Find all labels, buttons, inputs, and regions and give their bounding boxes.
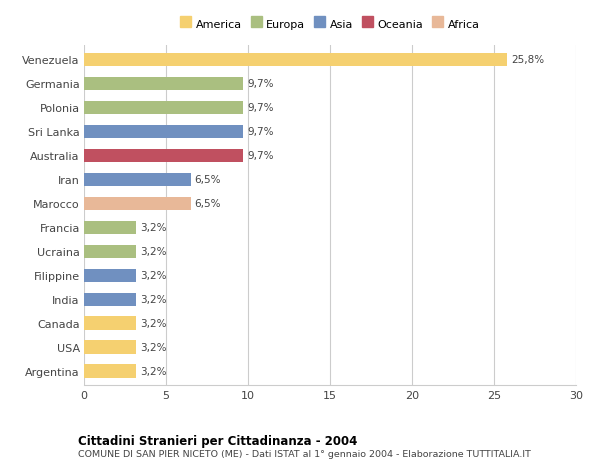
Text: 9,7%: 9,7% <box>247 103 274 113</box>
Text: 3,2%: 3,2% <box>140 342 167 352</box>
Bar <box>84 125 243 139</box>
Text: Cittadini Stranieri per Cittadinanza - 2004: Cittadini Stranieri per Cittadinanza - 2… <box>78 434 358 447</box>
Bar <box>84 245 136 258</box>
Text: 9,7%: 9,7% <box>247 151 274 161</box>
Text: 3,2%: 3,2% <box>140 295 167 304</box>
Text: 9,7%: 9,7% <box>247 79 274 89</box>
Bar <box>84 293 136 306</box>
Bar <box>84 341 136 354</box>
Text: 3,2%: 3,2% <box>140 223 167 233</box>
Bar <box>84 78 243 91</box>
Bar <box>84 221 136 234</box>
Legend: America, Europa, Asia, Oceania, Africa: America, Europa, Asia, Oceania, Africa <box>178 17 482 32</box>
Bar <box>84 364 136 378</box>
Text: 9,7%: 9,7% <box>247 127 274 137</box>
Text: 3,2%: 3,2% <box>140 366 167 376</box>
Bar <box>84 101 243 115</box>
Text: 3,2%: 3,2% <box>140 270 167 280</box>
Text: 25,8%: 25,8% <box>511 55 544 65</box>
Bar <box>84 173 191 186</box>
Bar <box>84 269 136 282</box>
Bar <box>84 54 507 67</box>
Text: 3,2%: 3,2% <box>140 319 167 328</box>
Bar <box>84 317 136 330</box>
Bar <box>84 197 191 210</box>
Text: 6,5%: 6,5% <box>194 175 221 185</box>
Bar <box>84 149 243 162</box>
Text: 6,5%: 6,5% <box>194 199 221 209</box>
Text: 3,2%: 3,2% <box>140 246 167 257</box>
Text: COMUNE DI SAN PIER NICETO (ME) - Dati ISTAT al 1° gennaio 2004 - Elaborazione TU: COMUNE DI SAN PIER NICETO (ME) - Dati IS… <box>78 449 531 458</box>
